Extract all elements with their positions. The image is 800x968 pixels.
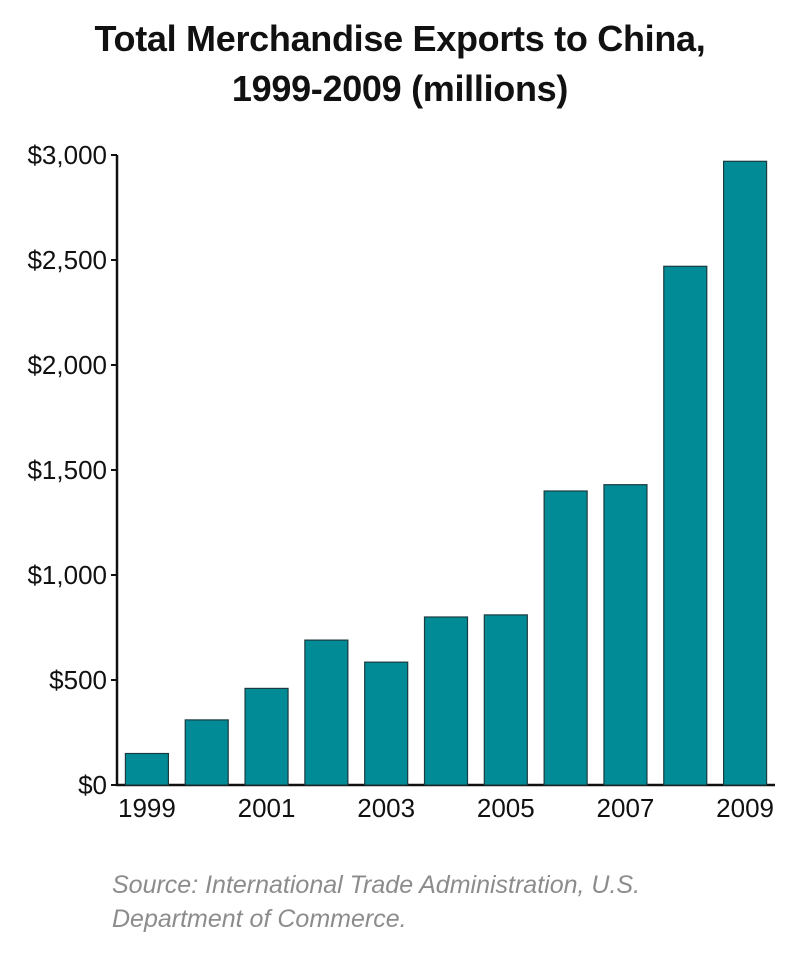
bar-2007	[603, 484, 648, 786]
x-tick-label: 2003	[357, 793, 415, 823]
y-tick-label: $2,000	[27, 350, 107, 380]
source-note: Source: International Trade Administrati…	[112, 868, 752, 936]
x-tick-label: 2009	[716, 793, 774, 823]
bar-2004	[423, 616, 469, 786]
chart-title-line-1: Total Merchandise Exports to China,	[94, 18, 706, 59]
x-tick-label: 1999	[118, 793, 176, 823]
bar-2003	[364, 661, 409, 786]
source-line-2: Department of Commerce.	[112, 905, 407, 933]
bar-2000	[184, 719, 229, 786]
x-tick-label: 2007	[597, 793, 655, 823]
y-tick-label: $0	[78, 770, 107, 800]
bar-2005	[483, 614, 528, 786]
x-axis: 1999 2001 2003 2005 2007 2009	[116, 783, 775, 823]
y-axis: $0 $500 $1,000 $1,500 $2,000 $2,500 $3,000	[27, 140, 119, 800]
y-tick-label: $3,000	[27, 140, 107, 170]
y-tick-label: $2,500	[27, 245, 107, 275]
bar-2006	[543, 490, 588, 786]
source-line-1: Source: International Trade Administrati…	[112, 871, 641, 899]
bar-2001	[244, 687, 289, 786]
bar-2009	[722, 160, 768, 786]
y-tick-label: $1,500	[27, 455, 107, 485]
bar-chart: $0 $500 $1,000 $1,500 $2,000 $2,500 $3,000 199…	[27, 140, 775, 823]
y-tick-label: $1,000	[27, 560, 107, 590]
x-tick-label: 2001	[238, 793, 296, 823]
bars	[124, 160, 768, 786]
bar-2002	[304, 639, 349, 786]
bar-2008	[663, 265, 708, 786]
bar-1999	[124, 752, 170, 786]
chart-title-line-2: 1999-2009 (millions)	[231, 68, 569, 109]
chart-title: Total Merchandise Exports to China, 1999…	[0, 14, 800, 114]
y-tick-label: $500	[49, 665, 107, 695]
x-tick-label: 2005	[477, 793, 535, 823]
